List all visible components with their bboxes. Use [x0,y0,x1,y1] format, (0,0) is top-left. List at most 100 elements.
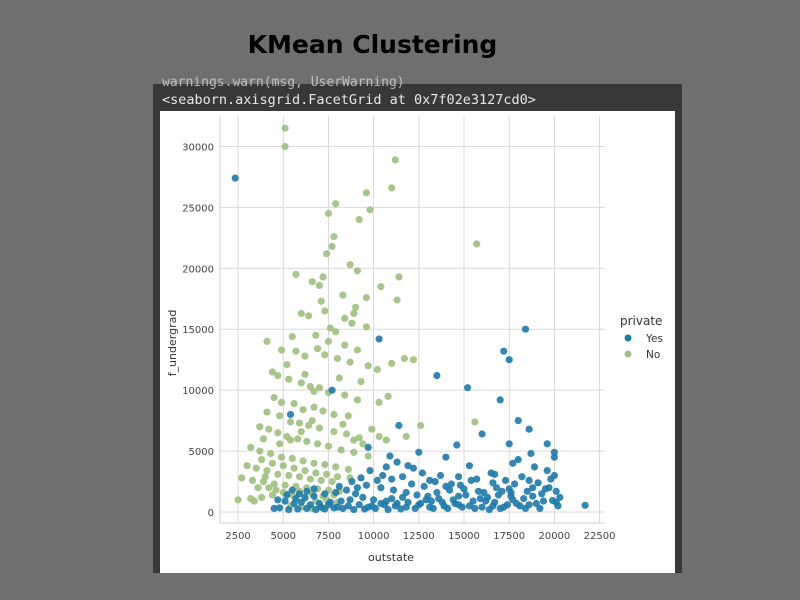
data-point-yes [357,474,365,482]
legend-marker-yes [624,334,632,342]
data-point-no [375,398,383,406]
data-point-no [281,142,289,151]
data-point-yes [552,498,560,506]
data-point-no [294,435,302,443]
data-point-no [272,486,280,494]
data-point-yes [402,503,410,511]
data-point-yes [373,476,381,484]
data-points [231,124,589,514]
x-tick-label: 20000 [538,531,570,542]
data-point-no [290,464,298,472]
data-point-no [281,481,289,489]
data-point-yes [303,487,311,495]
data-point-no [366,206,374,214]
data-point-yes [550,471,558,480]
data-point-no [312,331,320,339]
data-point-yes [431,478,439,486]
data-point-no [290,400,298,408]
data-point-yes [464,384,472,392]
data-point-no [270,393,278,402]
data-point-yes [333,503,342,511]
data-point-yes [471,504,479,512]
data-point-yes [451,499,459,508]
data-point-yes [286,410,295,419]
data-point-no [295,419,304,427]
data-point-yes [505,356,513,364]
data-point-yes [328,386,336,394]
data-point-yes [552,487,560,495]
axis-spines [219,116,605,524]
data-point-no [350,448,358,456]
data-point-yes [426,476,434,484]
data-point-no [324,337,333,345]
data-point-yes [541,485,549,493]
data-point-yes [511,480,519,488]
data-point-yes [489,479,497,487]
data-point-no [310,459,318,467]
data-point-no [346,261,354,269]
data-point-yes [429,504,437,512]
data-point-yes [500,347,508,355]
data-point-yes [366,467,374,475]
data-point-yes [391,502,399,510]
data-point-yes [465,462,473,470]
data-point-yes [442,482,450,490]
data-point-yes [523,487,531,495]
data-point-no [308,278,316,286]
data-point-yes [518,473,526,481]
data-point-no [473,240,481,248]
data-point-yes [281,497,289,505]
data-point-yes [359,493,367,501]
data-point-yes [436,471,445,480]
data-point-no [252,464,260,472]
data-point-no [339,291,347,299]
data-point-yes [350,506,358,514]
data-point-no [256,447,264,455]
data-point-yes [393,458,401,466]
data-point-yes [476,495,484,503]
x-tick-label: 5000 [271,531,296,542]
y-tick-label: 5000 [189,447,214,458]
data-point-yes [534,479,542,487]
data-point-no [353,346,361,354]
legend: private Yes No [620,314,663,361]
data-point-no [359,440,367,448]
data-point-yes [538,490,546,498]
data-point-yes [550,453,558,461]
data-point-no [315,424,323,432]
data-point-yes [362,481,370,489]
data-point-no [276,412,284,420]
data-point-yes [295,490,304,498]
data-point-no [321,460,329,469]
data-point-no [285,375,293,383]
data-point-no [259,435,267,443]
data-point-yes [324,501,333,509]
data-point-no [373,365,381,374]
y-tick-label: 20000 [182,264,214,275]
data-point-yes [355,501,363,509]
data-point-no [286,418,295,426]
data-point-no [297,379,305,387]
data-point-no [341,341,349,349]
data-point-no [324,442,333,450]
data-point-yes [465,502,473,510]
data-point-yes [442,453,450,461]
data-point-yes [509,459,517,467]
data-point-yes [529,484,537,492]
data-point-yes [399,493,407,501]
data-point-yes [297,498,305,506]
data-point-yes [478,430,486,438]
series-yes [231,174,589,514]
x-tick-label: 10000 [358,531,390,542]
data-point-no [409,356,417,364]
data-point-no [310,403,318,411]
data-point-yes [294,505,302,513]
data-point-no [276,440,284,448]
data-point-no [283,361,291,369]
data-point-no [248,476,257,484]
data-point-no [258,456,266,464]
data-point-yes [395,421,403,430]
data-point-yes [270,504,278,512]
data-point-no [391,156,399,164]
data-point-no [254,484,262,492]
